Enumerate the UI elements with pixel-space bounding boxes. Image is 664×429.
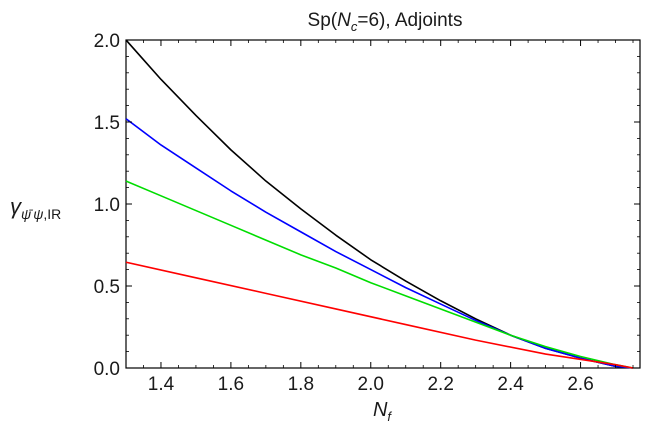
y-axis-label-psi: ψ [33, 206, 43, 222]
ticks-group: 1.4 1.6 1.8 2.0 2.2 2.4 2.6 0.0 0.5 1.0 1.5 2.0 [94, 31, 640, 395]
series-group [125, 39, 634, 369]
x-axis-label-var: N [373, 399, 388, 421]
series-line-2 [125, 180, 634, 369]
x-axis-label-sub: f [387, 409, 392, 424]
chart-title-prefix: Sp( [308, 10, 338, 31]
y-tick-label: 0.0 [94, 359, 120, 380]
x-tick-label: 1.4 [148, 374, 175, 395]
series-line-3 [125, 261, 634, 369]
series-line-1 [125, 118, 634, 369]
y-tick-label: 2.0 [94, 31, 120, 52]
x-tick-label: 2.0 [358, 374, 384, 395]
chart-title-var: N [337, 10, 351, 31]
y-axis-label-gamma: γ [10, 194, 23, 219]
x-tick-label: 2.4 [497, 374, 524, 395]
x-tick-label: 1.6 [218, 374, 244, 395]
y-tick-label: 0.5 [94, 277, 120, 298]
y-tick-label: 1.0 [94, 195, 120, 216]
chart-title: Sp(Nc=6), Adjoints [308, 10, 463, 34]
x-tick-label: 2.6 [567, 374, 593, 395]
x-tick-label: 1.8 [288, 374, 314, 395]
x-tick-label: 2.2 [427, 374, 453, 395]
y-axis-label: γψ̄ ψ,IR [10, 194, 61, 222]
x-axis-label: Nf [373, 399, 392, 424]
chart-title-suffix: =6), Adjoints [357, 10, 462, 31]
y-axis-label-psibar: ψ̄ [21, 206, 33, 222]
y-axis-label-suffix: ,IR [43, 206, 61, 222]
y-tick-label: 1.5 [94, 113, 120, 134]
chart-title-sub: c [351, 19, 358, 34]
